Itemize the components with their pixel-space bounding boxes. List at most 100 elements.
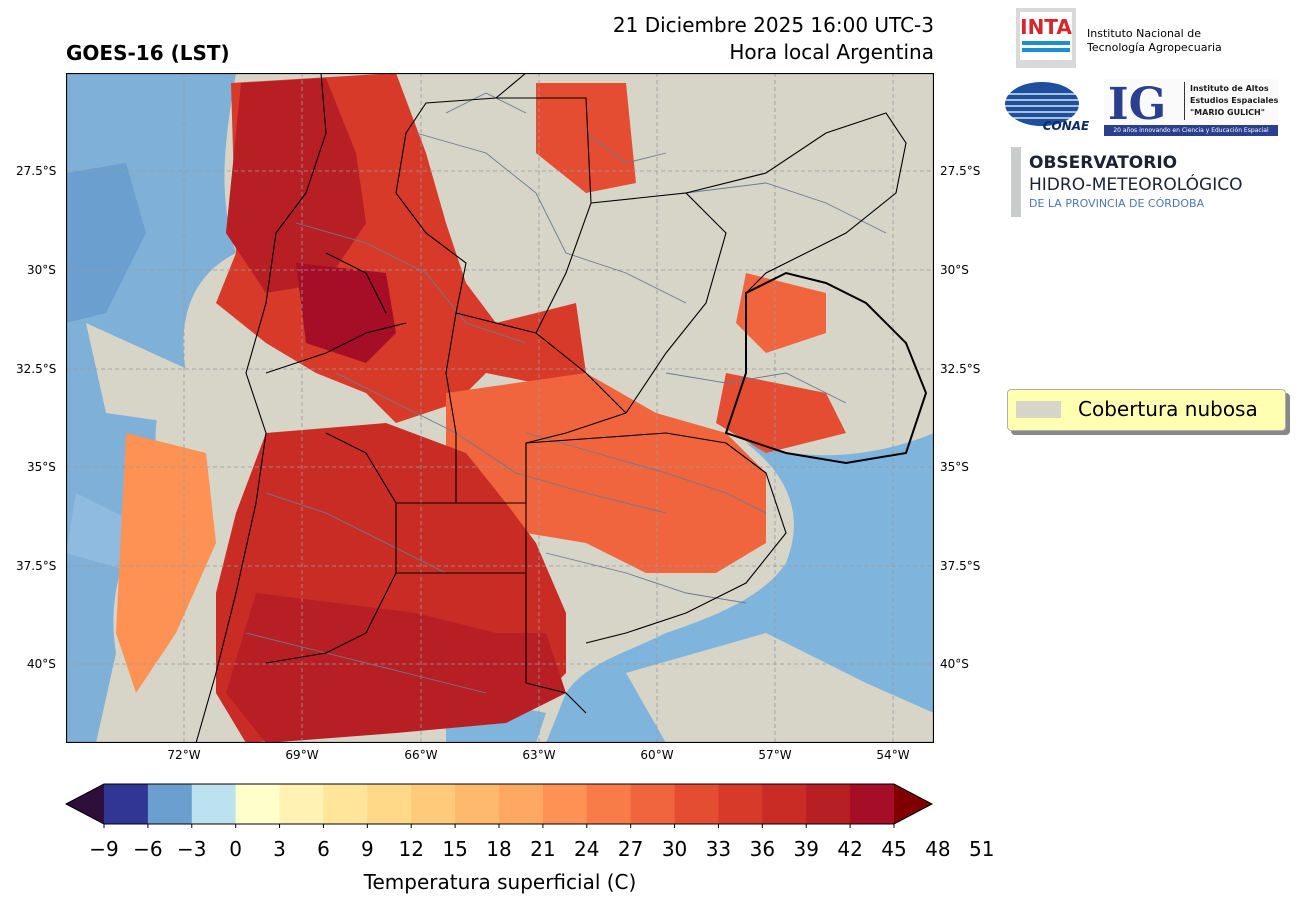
ocean-cold-east <box>546 433 934 743</box>
colorbar-cell <box>455 784 500 824</box>
colorbar-cell <box>718 784 763 824</box>
colorbar <box>64 783 934 828</box>
datetime-line1: 21 Diciembre 2025 16:00 UTC-3 <box>612 13 934 37</box>
ig-name-line2: Estudios Espaciales <box>1190 96 1279 105</box>
colorbar-tickmarks <box>103 824 895 828</box>
colorbar-cell <box>411 784 456 824</box>
observatorio-province: DE LA PROVINCIA DE CÓRDOBA <box>1029 197 1205 210</box>
lon-label-7: 54°W <box>876 748 910 762</box>
lst-west-warm <box>116 433 216 693</box>
ig-logo-text: IG <box>1108 79 1167 130</box>
colorbar-cell <box>367 784 412 824</box>
graticule <box>66 73 934 743</box>
colorbar-tick-label: 51 <box>969 837 995 861</box>
lat-label-left-3: 32.5°S <box>16 362 57 376</box>
colorbar-cell <box>323 784 368 824</box>
colorbar-tick-label: 27 <box>617 837 644 861</box>
lat-label-left-2: 30°S <box>27 263 56 277</box>
colorbar-tick-label: −9 <box>89 837 119 861</box>
ig-logo: IG Instituto de Altos Estudios Espaciale… <box>1104 79 1278 136</box>
lon-label-6: 57°W <box>758 748 792 762</box>
colorbar-tick-label: 42 <box>837 837 863 861</box>
colorbar-cells <box>104 784 895 824</box>
map-frame-border <box>66 73 934 743</box>
department-borders <box>245 92 887 694</box>
colorbar-tick-label: 15 <box>442 837 468 861</box>
lst-uruguay-patch <box>736 273 826 353</box>
lst-hot-core-1 <box>226 78 366 293</box>
conae-logo-text: CONAE <box>1043 119 1089 132</box>
inta-logo-text: INTA <box>1020 15 1072 39</box>
colorbar-tick-label: 30 <box>661 837 688 861</box>
lat-label-right-6: 40°S <box>940 657 969 671</box>
colorbar-tick-label: 3 <box>273 837 286 861</box>
colorbar-tick-label: 0 <box>229 837 243 861</box>
lat-label-right-4: 35°S <box>940 460 969 474</box>
colorbar-under-extension <box>66 784 104 824</box>
colorbar-tick-label: 33 <box>705 837 732 861</box>
inta-name-line1: Instituto Nacional de <box>1087 27 1201 40</box>
colorbar-tick-label: 48 <box>925 837 951 861</box>
lat-label-right-5: 37.5°S <box>940 559 981 573</box>
colorbar-cell <box>235 784 281 824</box>
colorbar-over-extension <box>894 784 932 824</box>
colorbar-tick-label: 9 <box>360 837 374 861</box>
lat-label-left-4: 35°S <box>27 460 56 474</box>
lon-label-5: 60°W <box>640 748 674 762</box>
colorbar-cell <box>147 784 193 824</box>
ig-name-line3: "MARIO GULICH" <box>1190 108 1265 117</box>
cloud-cover-swatch <box>1016 401 1061 418</box>
colorbar-title: Temperatura superficial (C) <box>363 870 637 894</box>
cold-area-west-2 <box>66 163 146 323</box>
inta-name-line2: Tecnología Agropecuaria <box>1087 41 1222 54</box>
colorbar-tick-label: 6 <box>317 837 330 861</box>
lst-south-hot <box>226 593 566 743</box>
uruguay-border <box>724 271 928 465</box>
lat-label-right-3: 32.5°S <box>940 362 981 376</box>
colorbar-cell <box>806 784 851 824</box>
lst-north-east-patch <box>536 83 636 193</box>
ig-logo-divider <box>1184 82 1185 120</box>
map-title: GOES-16 (LST) <box>66 41 230 65</box>
ig-logo-banner: 20 años innovando en Ciencia y Educación… <box>1104 125 1278 136</box>
lat-label-left-6: 40°S <box>27 657 56 671</box>
lat-label-right-2: 30°S <box>940 263 969 277</box>
lat-label-left-1: 27.5°S <box>16 164 57 178</box>
colorbar-cell <box>762 784 807 824</box>
cloud-cover-legend: Cobertura nubosa <box>1007 389 1286 431</box>
lst-map <box>66 73 934 743</box>
ig-name-line1: Instituto de Altos <box>1190 84 1269 93</box>
colorbar-cell <box>191 784 237 824</box>
lon-label-3: 66°W <box>404 748 438 762</box>
colorbar-tick-label: 24 <box>574 837 600 861</box>
observatorio-bar <box>1011 147 1021 217</box>
lat-label-left-5: 37.5°S <box>16 559 57 573</box>
lst-hot-core-2 <box>296 263 396 363</box>
colorbar-cell <box>586 784 632 824</box>
lat-label-right-1: 27.5°S <box>940 164 981 178</box>
colorbar-tick-label: 12 <box>398 837 424 861</box>
colorbar-cell <box>542 784 588 824</box>
lon-label-4: 63°W <box>522 748 556 762</box>
colorbar-cell <box>279 784 324 824</box>
cloud-streak-south <box>626 633 934 743</box>
colorbar-tick-label: −3 <box>177 837 207 861</box>
colorbar-tick-label: −6 <box>133 837 163 861</box>
cloud-cover-label: Cobertura nubosa <box>1078 397 1258 421</box>
observatorio-title: OBSERVATORIO <box>1029 153 1178 173</box>
colorbar-cell <box>499 784 544 824</box>
inta-name: Instituto Nacional de Tecnología Agropec… <box>1087 27 1222 55</box>
lon-label-1: 72°W <box>167 748 201 762</box>
ig-logo-name: Instituto de Altos Estudios Espaciales "… <box>1190 83 1278 119</box>
colorbar-tick-label: 39 <box>793 837 819 861</box>
datetime: 21 Diciembre 2025 16:00 UTC-3 Hora local… <box>613 12 934 66</box>
observatorio-subtitle: HIDRO-METEOROLÓGICO <box>1029 175 1243 195</box>
inta-logo: INTA <box>1016 8 1076 68</box>
colorbar-tick-label: 18 <box>486 837 512 861</box>
cloud-streak-west <box>86 323 196 423</box>
colorbar-tick-label: 45 <box>881 837 907 861</box>
colorbar-tick-label: 36 <box>749 837 776 861</box>
colorbar-cell <box>850 784 895 824</box>
colorbar-cell <box>674 784 719 824</box>
colorbar-cell <box>104 784 149 824</box>
